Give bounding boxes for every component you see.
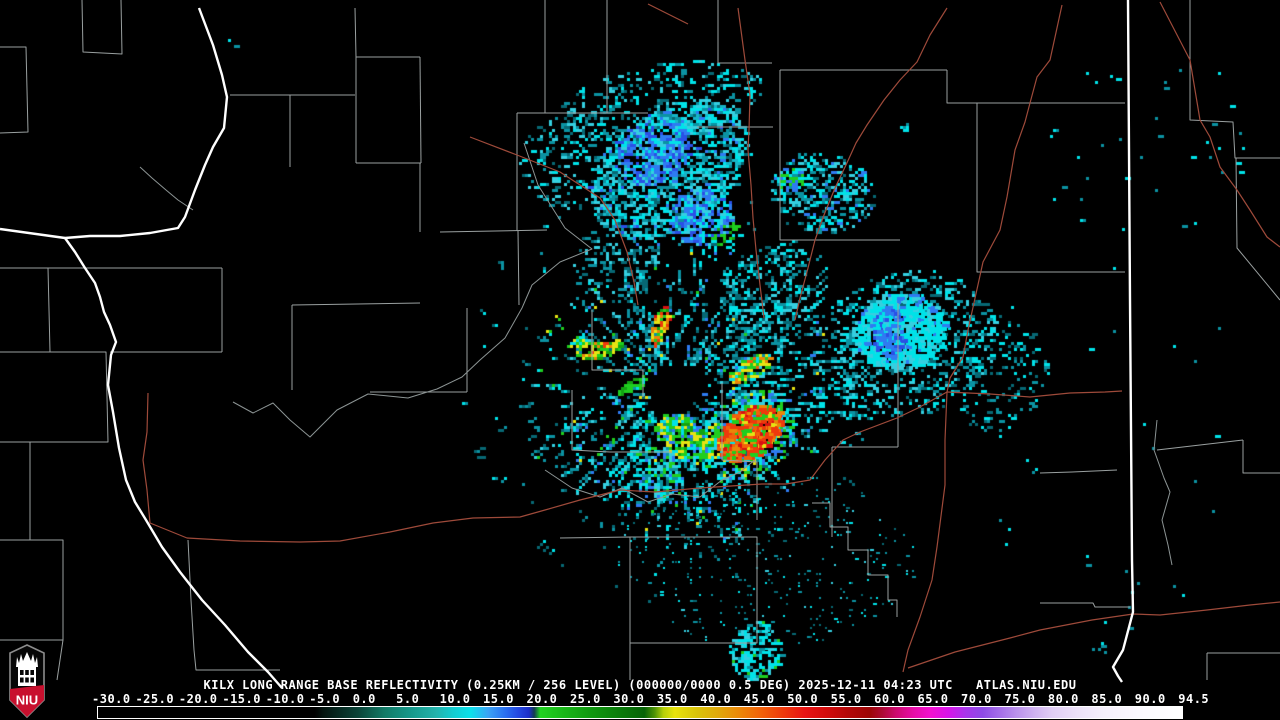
rivers	[139, 166, 194, 211]
colorbar-tick: 20.0	[526, 692, 558, 706]
colorbar-tick: 90.0	[1134, 692, 1166, 706]
colorbar-tick: 15.0	[483, 692, 514, 706]
county-lines	[0, 267, 51, 353]
county-lines	[1242, 440, 1280, 474]
highways	[907, 601, 1280, 669]
county-lines	[1040, 602, 1130, 608]
county-lines	[812, 502, 898, 617]
county-lines	[946, 70, 1125, 104]
rivers	[232, 142, 593, 438]
niu-logo: NIU	[9, 644, 45, 718]
colorbar-tick: 55.0	[830, 692, 862, 706]
colorbar-tick: 65.0	[917, 692, 949, 706]
county-lines	[56, 639, 64, 681]
state-borders	[1111, 0, 1135, 683]
colorbar-tick: 25.0	[569, 692, 601, 706]
colorbar-tick: 10.0	[439, 692, 471, 706]
county-lines	[517, 230, 520, 306]
county-lines	[291, 302, 421, 306]
county-lines	[0, 539, 64, 641]
highways	[794, 7, 948, 321]
colorbar-tick: 45.0	[743, 692, 775, 706]
county-lines	[419, 56, 422, 164]
county-lines	[571, 390, 611, 453]
colorbar-tick: 94.5	[1178, 692, 1210, 706]
county-lines	[976, 103, 1125, 273]
colorbar-tick: 5.0	[396, 692, 420, 706]
county-lines	[0, 46, 29, 134]
colorbar-tick: 30.0	[613, 692, 645, 706]
colorbar-tick: 75.0	[1004, 692, 1036, 706]
niu-castle-windows	[20, 670, 34, 683]
colorbar-tick: 70.0	[961, 692, 992, 706]
colorbar-gradient	[98, 707, 1182, 718]
rivers	[1153, 419, 1173, 566]
highways	[737, 7, 765, 319]
colorbar-tick: 0.0	[352, 692, 376, 706]
colorbar-tick: 35.0	[656, 692, 688, 706]
county-lines	[81, 0, 123, 55]
county-lines	[187, 539, 280, 671]
product-title: KILX LONG RANGE BASE REFLECTIVITY (0.25K…	[203, 678, 1077, 692]
county-lines	[591, 310, 644, 397]
colorbar-tick: 50.0	[787, 692, 819, 706]
highways	[946, 390, 1123, 398]
county-lines	[439, 229, 548, 233]
county-lines	[1156, 439, 1244, 451]
colorbar-tick: -5.0	[309, 692, 341, 706]
county-lines	[1189, 0, 1280, 159]
state-borders	[0, 227, 66, 240]
niu-red-band	[10, 685, 44, 717]
highways	[902, 4, 1063, 673]
colorbar-tick: -10.0	[265, 692, 305, 706]
niu-castle-tower-icon	[18, 667, 36, 686]
county-lines	[1235, 157, 1280, 301]
county-lines	[1039, 469, 1118, 474]
county-lines	[0, 351, 109, 443]
county-lines	[779, 70, 900, 241]
highways	[142, 391, 948, 543]
niu-logo-text: NIU	[16, 693, 38, 708]
county-lines	[354, 7, 357, 163]
colorbar-tick: 80.0	[1047, 692, 1079, 706]
highways	[469, 136, 639, 306]
county-lines	[559, 536, 758, 644]
highways	[1159, 1, 1280, 248]
colorbar-tick: 40.0	[700, 692, 732, 706]
colorbar-tick-labels: -30.0 -25.0 -20.0 -15.0 -10.0 -5.0 0.0 5.0 10.0 1…	[92, 692, 1209, 706]
county-lines	[721, 383, 758, 520]
colorbar-tick: 60.0	[874, 692, 905, 706]
reflectivity-colorbar	[97, 706, 1183, 719]
niu-castle-battlements-icon	[16, 652, 38, 667]
colorbar-tick: -20.0	[178, 692, 218, 706]
rivers	[544, 459, 756, 503]
state-borders	[63, 7, 283, 689]
colorbar-tick: -15.0	[222, 692, 261, 706]
colorbar-tick: -30.0	[92, 692, 131, 706]
colorbar-tick: -25.0	[135, 692, 175, 706]
county-lines	[717, 0, 772, 64]
colorbar-tick: 85.0	[1091, 692, 1123, 706]
highways	[647, 3, 689, 25]
